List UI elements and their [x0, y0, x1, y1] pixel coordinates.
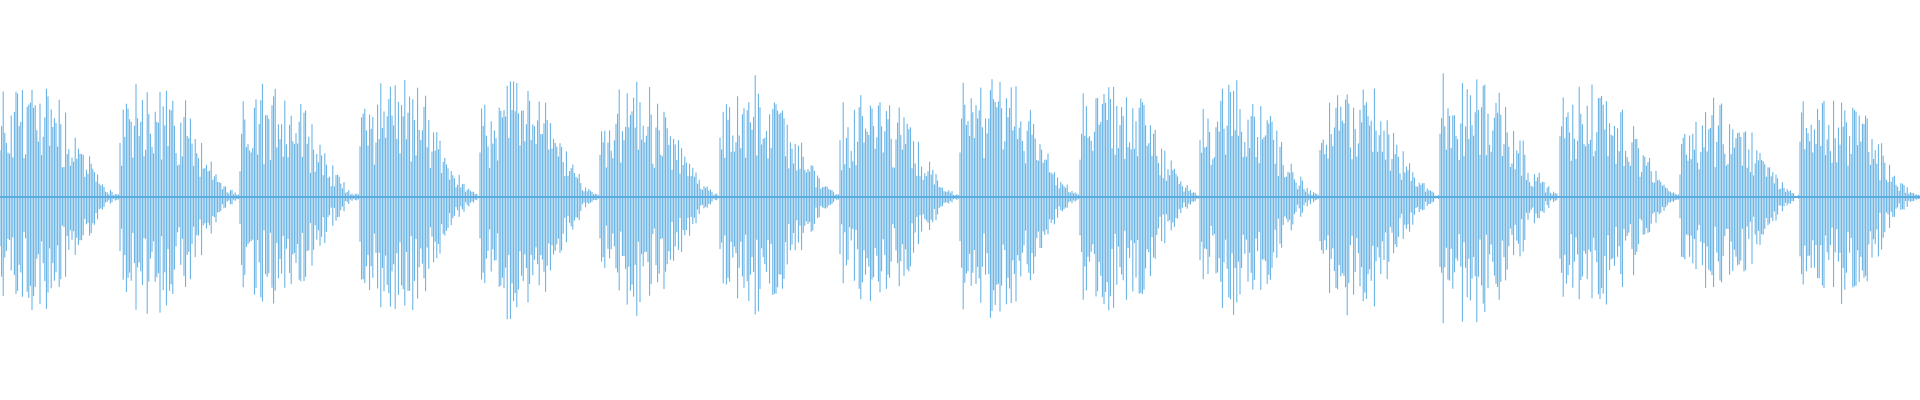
- waveform-burst: [1679, 97, 1801, 288]
- waveform-burst: [359, 79, 481, 310]
- waveform-burst: [959, 79, 1081, 318]
- waveform-burst: [599, 81, 721, 316]
- waveform-burst: [1199, 80, 1321, 315]
- waveform-burst: [1799, 100, 1920, 304]
- waveform-burst: [1559, 84, 1681, 305]
- waveform-burst: [239, 83, 361, 304]
- waveform-burst: [839, 95, 961, 301]
- waveform-burst: [1319, 88, 1441, 316]
- waveform-burst: [119, 84, 241, 314]
- waveform-burst: [719, 75, 841, 315]
- waveform-burst: [479, 81, 601, 320]
- waveform-burst: [1439, 73, 1561, 324]
- waveform-burst: [0, 88, 121, 310]
- waveform-burst: [1079, 86, 1201, 311]
